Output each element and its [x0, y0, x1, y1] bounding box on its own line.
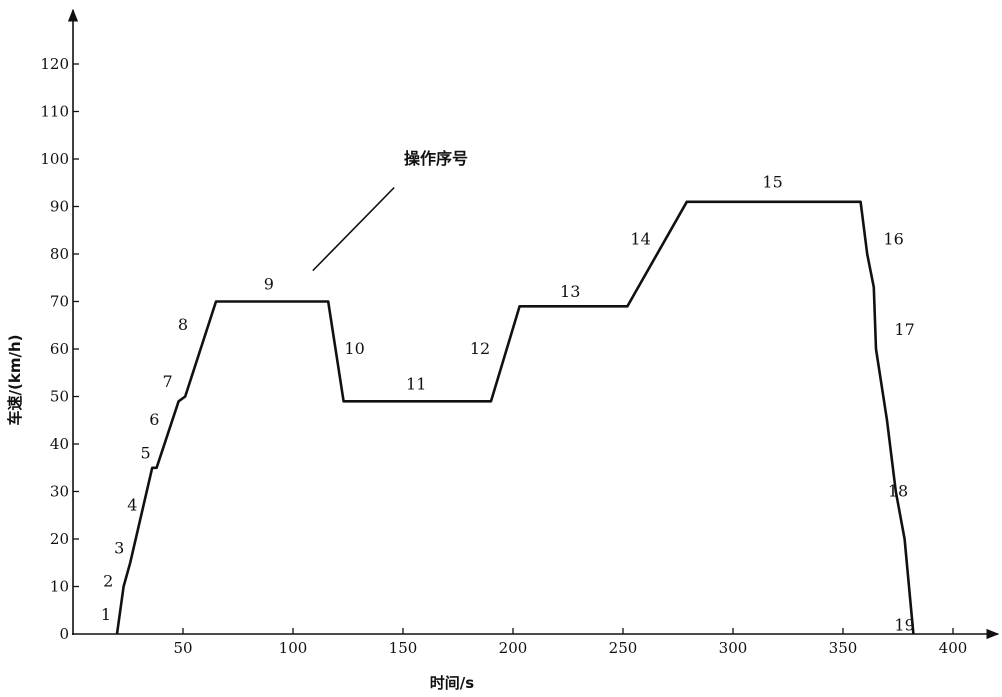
segment-label: 5	[141, 443, 151, 462]
segment-label: 4	[127, 496, 137, 515]
segment-label: 8	[178, 315, 188, 334]
segment-label: 9	[264, 275, 274, 294]
x-tick-label: 300	[719, 639, 748, 657]
x-tick-label: 350	[829, 639, 858, 657]
x-tick-label: 100	[279, 639, 308, 657]
segment-label: 10	[344, 339, 364, 358]
segment-label: 14	[630, 230, 650, 249]
segment-label: 1	[101, 605, 111, 624]
segment-label: 3	[114, 538, 124, 557]
segment-label: 12	[470, 339, 490, 358]
y-tick-label: 60	[50, 340, 69, 358]
segment-label: 13	[560, 282, 580, 301]
annotation: 操作序号	[312, 149, 468, 272]
segment-label: 11	[406, 374, 426, 393]
annotation-leader-line	[312, 186, 395, 272]
y-tick-label: 90	[50, 198, 69, 216]
segment-label: 7	[163, 372, 173, 391]
annotation-text: 操作序号	[404, 149, 468, 168]
x-tick-label: 150	[389, 639, 418, 657]
y-tick-label: 70	[50, 293, 69, 311]
x-tick-label: 200	[499, 639, 528, 657]
axes	[67, 8, 1000, 640]
x-tick-label: 250	[609, 639, 638, 657]
speed-series-line	[115, 200, 915, 635]
segment-label: 19	[894, 616, 914, 635]
segment-label: 6	[149, 410, 159, 429]
y-tick-label: 30	[50, 483, 69, 501]
y-tick-label: 110	[40, 103, 69, 121]
y-tick-label: 80	[50, 245, 69, 263]
x-axis-title: 时间/s	[430, 674, 474, 692]
y-tick-label: 20	[50, 530, 69, 548]
x-tick-label: 400	[939, 639, 968, 657]
x-tick-label: 50	[173, 639, 192, 657]
segment-label: 2	[103, 572, 113, 591]
segment-label: 15	[762, 173, 782, 192]
y-tick-label: 0	[59, 625, 69, 643]
segment-label: 17	[894, 320, 914, 339]
series-layer	[115, 200, 915, 635]
segment-label: 18	[888, 481, 908, 500]
segment-label: 16	[883, 230, 903, 249]
y-tick-label: 120	[40, 55, 69, 73]
y-tick-label: 10	[50, 578, 69, 596]
y-axis-title: 车速/(km/h)	[6, 335, 24, 426]
y-tick-label: 100	[40, 150, 69, 168]
y-tick-label: 40	[50, 435, 69, 453]
y-tick-label: 50	[50, 388, 69, 406]
